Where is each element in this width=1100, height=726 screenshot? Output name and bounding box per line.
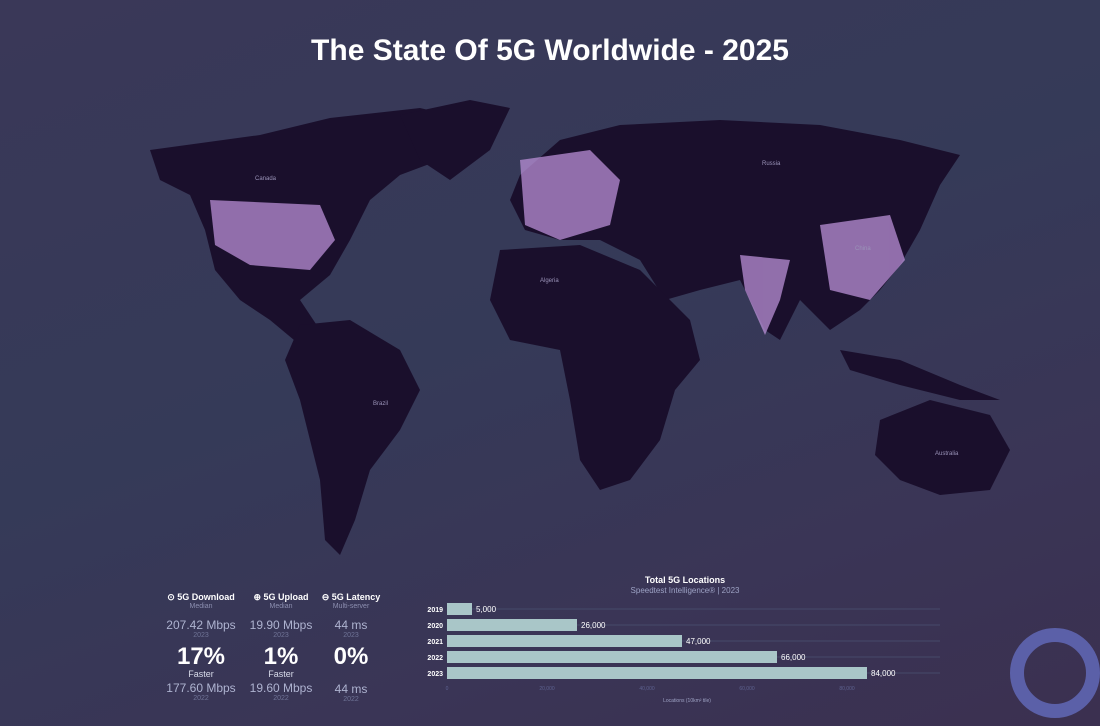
coverage: [210, 150, 905, 335]
logo-ring: [1010, 628, 1100, 718]
bar-2022: [447, 651, 777, 663]
bar-2021: [447, 635, 682, 647]
data-label: 5,000: [476, 605, 497, 614]
stat-latency: ⊖ 5G Latency Multi-server 44 ms 2023 0% …: [321, 592, 381, 703]
x-tick-label: 0: [446, 686, 449, 692]
category-label: 2021: [427, 639, 443, 646]
x-axis-label: Locations (10km² tile): [663, 698, 711, 704]
download-icon: ⊙: [167, 592, 178, 602]
data-label: 26,000: [581, 621, 606, 630]
label-russia: Russia: [762, 161, 781, 167]
x-tick-label: 40,000: [639, 686, 655, 692]
world-map: Canada Russia Brazil Australia Algeria C…: [150, 100, 1010, 555]
greenland: [400, 100, 510, 180]
label-brazil: Brazil: [373, 401, 388, 407]
x-tick-label: 60,000: [739, 686, 755, 692]
label-algeria: Algeria: [540, 278, 559, 284]
bar-plot: 2019 5,000 2020 26,000 2021 47,000 2022 66,000 2…: [427, 603, 940, 704]
australia: [875, 400, 1010, 495]
label-australia: Australia: [935, 451, 959, 457]
stat-upload: ⊕ 5G Upload Median 19.90 Mbps 2023 1% Fa…: [249, 592, 313, 702]
upload-icon: ⊕: [253, 592, 264, 602]
data-label: 47,000: [686, 637, 711, 646]
category-label: 2020: [427, 623, 443, 630]
bar-2023: [447, 667, 867, 679]
label-china: China: [855, 246, 871, 252]
south-america: [285, 320, 420, 555]
chart-title: Total 5G Locations: [644, 575, 726, 585]
africa: [490, 245, 700, 490]
stat-download: ⊙ 5G Download Median 207.42 Mbps 2023 17…: [166, 592, 236, 702]
coverage-china: [820, 215, 905, 300]
x-tick-label: 20,000: [539, 686, 555, 692]
coverage-us: [210, 200, 335, 270]
southeast-asia: [840, 350, 1000, 400]
data-label: 66,000: [781, 653, 806, 662]
chart-subtitle: Speedtest Intelligence® | 2023: [630, 586, 740, 595]
coverage-europe: [520, 150, 620, 240]
latency-icon: ⊖: [321, 592, 332, 602]
page-title: The State Of 5G Worldwide - 2025: [311, 34, 789, 67]
x-tick-label: 80,000: [839, 686, 855, 692]
label-canada: Canada: [255, 176, 277, 182]
land: [150, 100, 1010, 555]
bar-2019: [447, 603, 472, 615]
category-label: 2023: [427, 671, 443, 678]
coverage-india: [740, 255, 790, 335]
category-label: 2022: [427, 655, 443, 662]
bar-2020: [447, 619, 577, 631]
data-label: 84,000: [871, 669, 896, 678]
category-label: 2019: [427, 607, 443, 614]
